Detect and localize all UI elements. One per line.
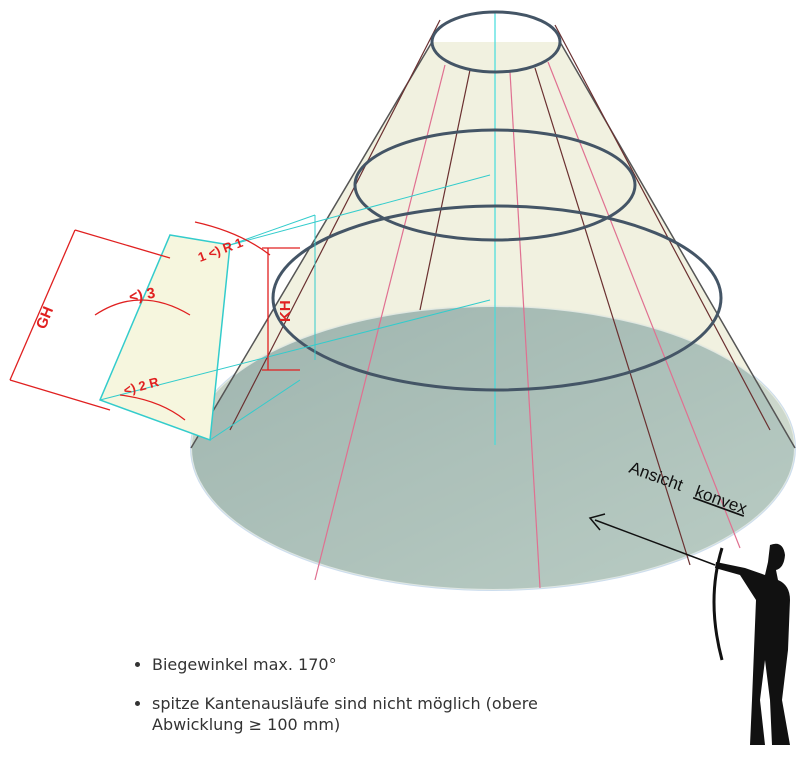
archer (715, 544, 790, 745)
label-gh: GH (33, 304, 57, 331)
bullet: Biegewinkel max. 170° (152, 654, 582, 675)
page: GH KH <) 3 1 <) R 1 <) 2 R Ansicht konve… (0, 0, 797, 767)
drawing: GH KH <) 3 1 <) R 1 <) 2 R Ansicht konve… (0, 0, 797, 767)
segment (100, 235, 230, 440)
label-kh: KH (277, 300, 294, 322)
bullet-list: Biegewinkel max. 170° spitze Kantenauslä… (128, 654, 582, 753)
bullet: spitze Kantenausläufe sind nicht möglich… (152, 693, 582, 735)
